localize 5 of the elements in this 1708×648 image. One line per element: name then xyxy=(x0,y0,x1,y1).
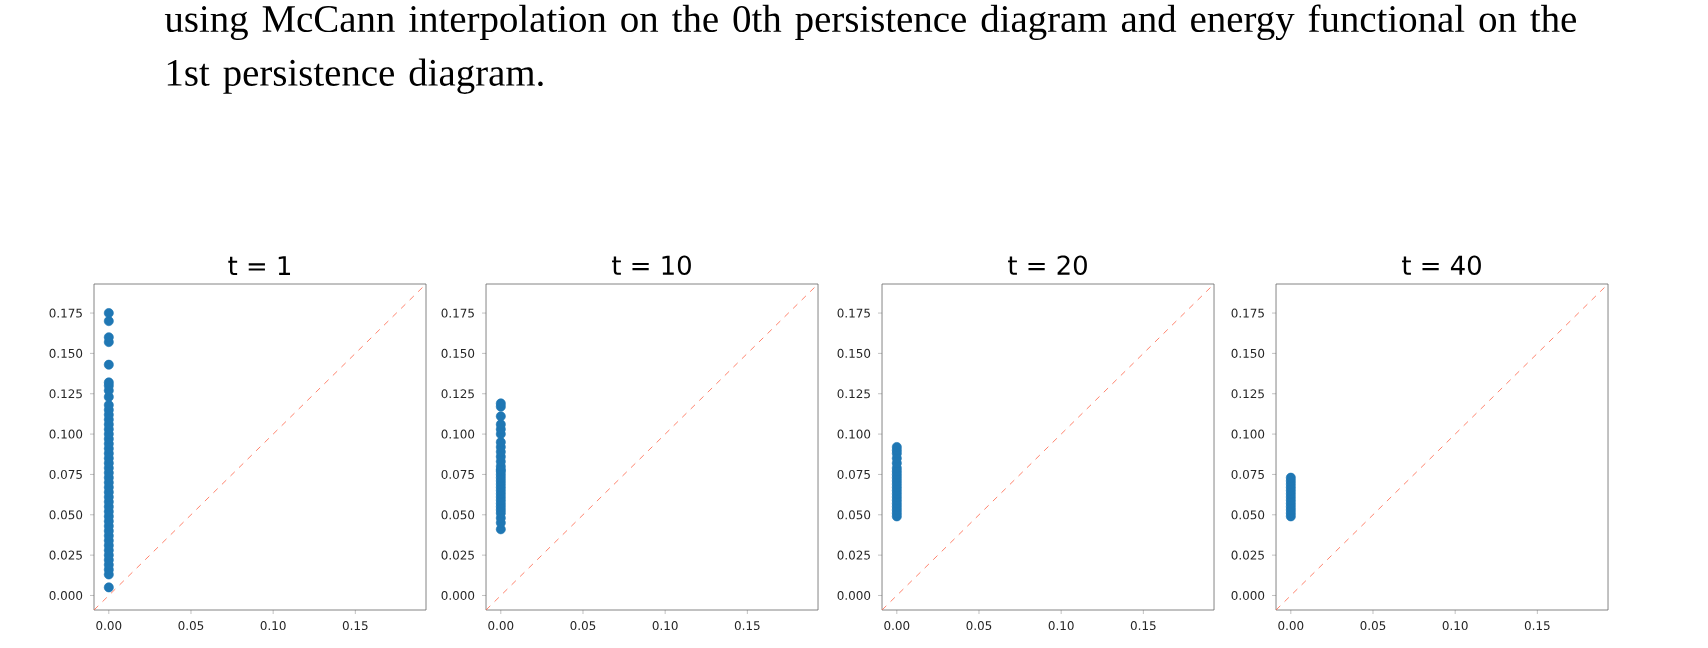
chart-title: t = 40 xyxy=(1402,255,1481,276)
text: using McCann interpolation on the 0th persistence diagram and energy functional on the 1st persistence diagram. xyxy=(164,4,1576,94)
chart-title: t = 10 xyxy=(612,255,691,276)
chart-title: t = 1 xyxy=(228,256,291,275)
chart-title: t = 20 xyxy=(1008,255,1087,276)
